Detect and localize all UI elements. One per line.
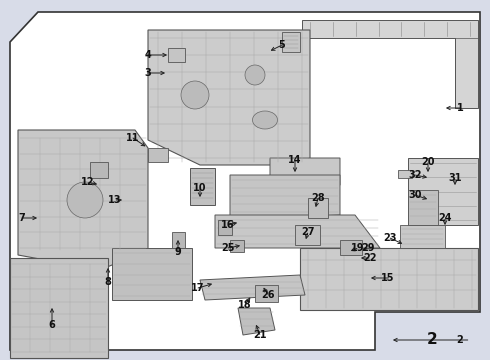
Polygon shape [230,240,244,252]
Polygon shape [270,158,340,195]
Polygon shape [255,285,278,302]
Text: 25: 25 [221,243,235,253]
Ellipse shape [252,111,277,129]
Polygon shape [302,20,478,108]
Text: 30: 30 [408,190,422,200]
Text: 24: 24 [438,213,452,223]
Polygon shape [308,198,328,218]
Text: 15: 15 [381,273,395,283]
Polygon shape [112,248,192,300]
Text: 7: 7 [19,213,25,223]
Polygon shape [218,220,232,235]
Polygon shape [200,275,305,300]
Circle shape [245,65,265,85]
Polygon shape [400,225,445,248]
Polygon shape [300,248,478,310]
Polygon shape [90,162,108,178]
Polygon shape [340,240,362,255]
Text: 27: 27 [301,227,315,237]
Polygon shape [18,130,148,270]
Text: 4: 4 [145,50,151,60]
Circle shape [181,81,209,109]
Text: 17: 17 [191,283,205,293]
Text: 23: 23 [383,233,397,243]
Text: 6: 6 [49,320,55,330]
Polygon shape [282,32,300,52]
Text: 12: 12 [81,177,95,187]
Polygon shape [398,170,412,178]
Text: 19: 19 [351,243,365,253]
Text: 26: 26 [261,290,275,300]
Polygon shape [408,158,478,225]
Polygon shape [168,48,185,62]
Text: 31: 31 [448,173,462,183]
Text: 29: 29 [361,243,375,253]
Text: 18: 18 [238,300,252,310]
Text: 11: 11 [126,133,140,143]
Text: 8: 8 [104,277,111,287]
Polygon shape [148,30,310,165]
Text: 14: 14 [288,155,302,165]
Text: 22: 22 [363,253,377,263]
Text: 10: 10 [193,183,207,193]
Text: 13: 13 [108,195,122,205]
Text: 20: 20 [421,157,435,167]
Polygon shape [10,258,108,358]
Circle shape [67,182,103,218]
Polygon shape [190,168,215,205]
Text: 21: 21 [253,330,267,340]
Text: 2: 2 [427,333,438,347]
Polygon shape [238,308,275,335]
Text: 2: 2 [457,335,464,345]
Polygon shape [172,232,185,248]
Text: 1: 1 [457,103,464,113]
Polygon shape [215,215,380,248]
Text: 32: 32 [408,170,422,180]
Text: 28: 28 [311,193,325,203]
Text: 3: 3 [145,68,151,78]
Polygon shape [230,175,340,220]
Polygon shape [295,225,320,245]
Polygon shape [408,190,438,225]
Text: 9: 9 [174,247,181,257]
Text: 5: 5 [279,40,285,50]
Polygon shape [148,148,168,162]
Text: 16: 16 [221,220,235,230]
Polygon shape [10,12,480,350]
